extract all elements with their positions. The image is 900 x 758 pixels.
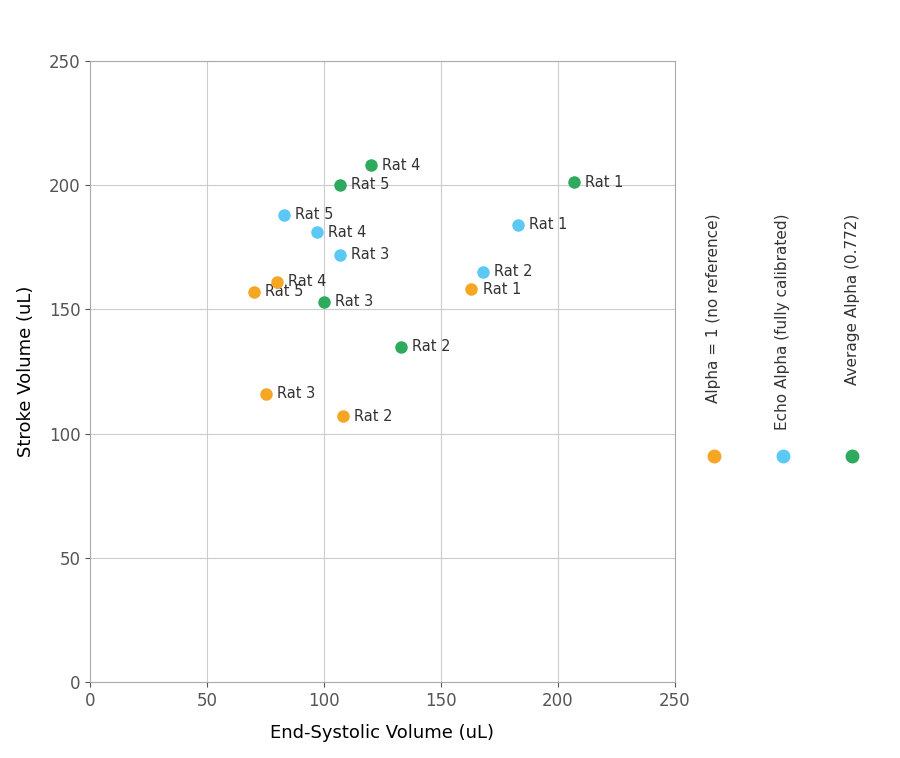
X-axis label: End-Systolic Volume (uL): End-Systolic Volume (uL) — [271, 724, 494, 742]
Text: Rat 1: Rat 1 — [529, 218, 568, 232]
Point — [511, 218, 526, 230]
Point — [277, 208, 292, 221]
Text: Rat 2: Rat 2 — [412, 339, 451, 354]
Text: Alpha = 1 (no reference): Alpha = 1 (no reference) — [706, 214, 721, 403]
Text: Average Alpha (0.772): Average Alpha (0.772) — [845, 214, 859, 385]
Text: Rat 3: Rat 3 — [352, 247, 390, 262]
Point — [270, 276, 284, 288]
Text: Rat 5: Rat 5 — [265, 284, 303, 299]
Text: Rat 1: Rat 1 — [586, 175, 624, 190]
Point — [567, 177, 581, 189]
Point — [247, 286, 261, 298]
Text: Rat 3: Rat 3 — [276, 387, 315, 401]
Text: Rat 5: Rat 5 — [352, 177, 390, 193]
Text: Rat 1: Rat 1 — [482, 282, 521, 297]
Point — [317, 296, 331, 308]
Text: Rat 2: Rat 2 — [354, 409, 392, 424]
Point — [333, 179, 347, 191]
Point — [310, 226, 324, 238]
Point — [336, 410, 350, 422]
Point — [394, 340, 409, 352]
Point — [333, 249, 347, 261]
Point — [364, 159, 378, 171]
Text: Rat 5: Rat 5 — [295, 207, 334, 222]
Text: Rat 2: Rat 2 — [494, 265, 533, 280]
Text: Echo Alpha (fully calibrated): Echo Alpha (fully calibrated) — [776, 214, 790, 431]
Text: Rat 3: Rat 3 — [335, 294, 374, 309]
Y-axis label: Stroke Volume (uL): Stroke Volume (uL) — [17, 286, 35, 457]
Point — [464, 283, 479, 296]
Text: Rat 4: Rat 4 — [288, 274, 327, 290]
Text: Rat 4: Rat 4 — [328, 224, 366, 240]
Text: Rat 4: Rat 4 — [382, 158, 420, 173]
Point — [476, 266, 491, 278]
Point — [258, 388, 273, 400]
